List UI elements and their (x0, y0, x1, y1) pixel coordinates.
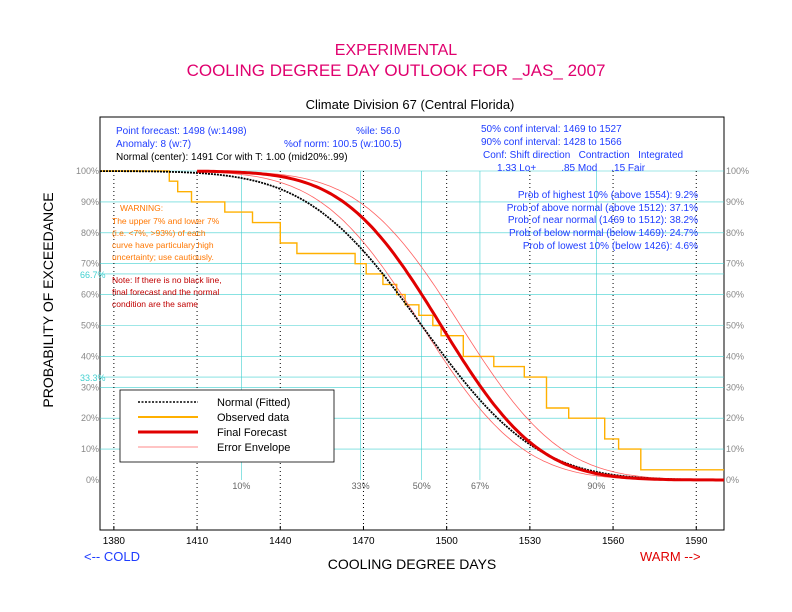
warning-heading: WARNING: (120, 203, 163, 213)
note-line: final forecast and the normal (112, 287, 219, 297)
warning-line: curve have particulary high (112, 240, 214, 250)
title-line-2: COOLING DEGREE DAY OUTLOOK FOR _JAS_ 200… (187, 61, 606, 80)
y-tick-label-right: 40% (726, 351, 744, 361)
normal-text: Normal (center): 1491 Cor with T: 1.00 (… (116, 152, 348, 163)
y-tick-label-right: 20% (726, 413, 744, 423)
plot-frame (99, 116, 725, 531)
y-tick-label-right: 30% (726, 382, 744, 392)
y-tick-label-left: 100% (76, 166, 99, 176)
warning-line: The upper 7% and lower 7% (112, 216, 220, 226)
third-gridline-label: 33.3% (80, 373, 106, 383)
conf-header-text: Conf: Shift direction Contraction Integr… (483, 150, 683, 161)
x-tick-label: 1590 (685, 536, 708, 547)
x-tick-label: 1440 (269, 536, 292, 547)
y-tick-label-right: 80% (726, 228, 744, 238)
ci90-text: 90% conf interval: 1428 to 1566 (481, 137, 622, 148)
conf-values-text: 1.33 Lo+ .85 Mod .15 Fair (497, 163, 646, 174)
prob-near-normal: Prob of near normal (1469 to 1512): 38.2… (508, 215, 698, 226)
warning-line: (i.e. <7%, >93%) of each (112, 228, 206, 238)
cold-label: <-- COLD (84, 549, 140, 564)
y-tick-label-right: 90% (726, 197, 744, 207)
y-tick-label-left: 10% (81, 444, 99, 454)
percentile-label: 67% (471, 481, 489, 491)
subtitle: Climate Division 67 (Central Florida) (306, 97, 515, 112)
x-tick-label: 1560 (602, 536, 625, 547)
x-axis-label: COOLING DEGREE DAYS (328, 556, 497, 572)
percentile-label: 50% (413, 481, 431, 491)
ci50-text: 50% conf interval: 1469 to 1527 (481, 124, 622, 135)
legend-label-envelope: Error Envelope (217, 442, 290, 454)
y-tick-label-left: 80% (81, 228, 99, 238)
legend: Normal (Fitted) Observed data Final Fore… (119, 389, 335, 463)
warning-line: uncertainty; use cautiously. (112, 252, 214, 262)
note-line: condition are the same (112, 299, 198, 309)
y-tick-label-left: 40% (81, 351, 99, 361)
title-line-1: EXPERIMENTAL (335, 42, 458, 59)
y-tick-label-right: 60% (726, 290, 744, 300)
x-tick-label: 1500 (436, 536, 459, 547)
y-tick-label-left: 50% (81, 321, 99, 331)
x-tick-label: 1470 (352, 536, 375, 547)
y-tick-label-right: 0% (726, 475, 739, 485)
prob-above-normal: Prob of above normal (above 1512): 37.1% (507, 203, 698, 214)
legend-label-forecast: Final Forecast (217, 427, 287, 439)
y-tick-label-right: 70% (726, 259, 744, 269)
percentile-text: %ile: 56.0 (356, 126, 400, 137)
note-line: Note: If there is no black line, (112, 275, 222, 285)
percent-of-normal-text: %of norm: 100.5 (w:100.5) (284, 139, 402, 150)
x-tick-label: 1380 (103, 536, 126, 547)
legend-label-normal: Normal (Fitted) (217, 397, 290, 409)
prob-highest-10: Prob of highest 10% (above 1554): 9.2% (518, 190, 698, 201)
anomaly-text: Anomaly: 8 (w:7) (116, 139, 191, 150)
y-tick-label-left: 90% (81, 197, 99, 207)
y-tick-label-left: 70% (81, 259, 99, 269)
y-tick-label-right: 50% (726, 321, 744, 331)
percentile-label: 10% (232, 481, 250, 491)
y-tick-label-left: 60% (81, 290, 99, 300)
legend-label-observed: Observed data (217, 412, 290, 424)
y-tick-label-right: 10% (726, 444, 744, 454)
percentile-label: 90% (587, 481, 605, 491)
error-envelope-line (197, 170, 725, 481)
prob-below-normal: Prob of below normal (below 1469): 24.7% (509, 228, 698, 239)
y-tick-label-left: 20% (81, 413, 99, 423)
y-tick-label-left: 30% (81, 382, 99, 392)
y-axis-label: PROBABILITY OF EXCEEDANCE (40, 192, 56, 407)
x-tick-label: 1530 (519, 536, 542, 547)
point-forecast-text: Point forecast: 1498 (w:1498) (116, 126, 247, 137)
x-tick-label: 1410 (186, 536, 209, 547)
y-tick-label-left: 0% (86, 475, 99, 485)
prob-lowest-10: Prob of lowest 10% (below 1426): 4.6% (523, 241, 698, 252)
y-tick-label-right: 100% (726, 166, 749, 176)
third-gridline-label: 66.7% (80, 270, 106, 280)
percentile-label: 33% (352, 481, 370, 491)
warm-label: WARM --> (640, 549, 701, 564)
final-forecast-line (197, 169, 724, 482)
